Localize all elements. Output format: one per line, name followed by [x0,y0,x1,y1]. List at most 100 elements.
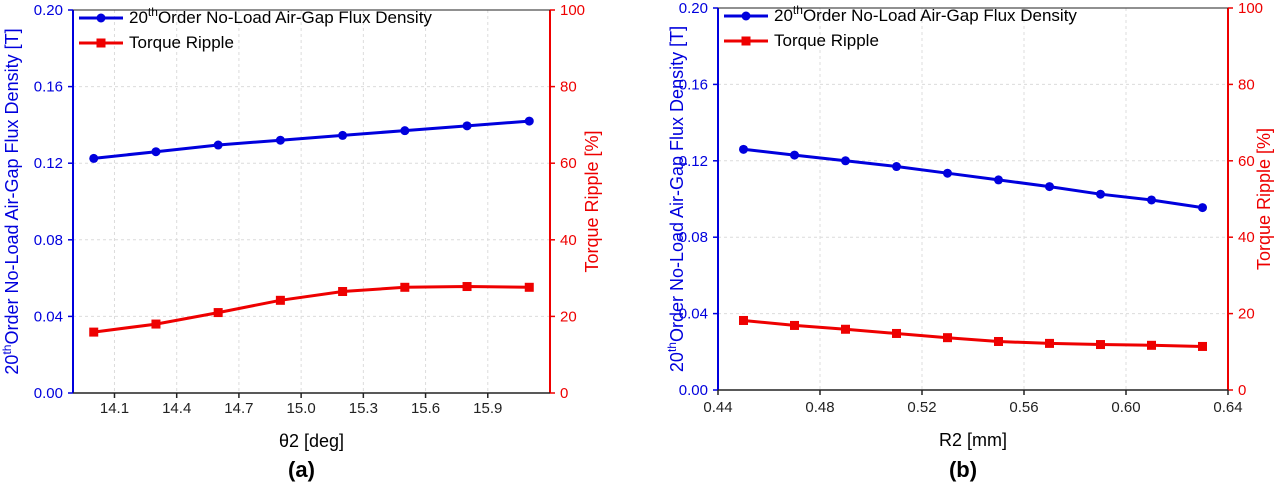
left-axis-title: 20thOrder No-Load Air-Gap Flux Density [… [0,28,22,374]
legend-label-main: Order No-Load Air-Gap Flux Density [158,8,432,27]
legend-marker-circle [741,11,751,21]
left-axis-title-superscript: th [665,342,679,352]
left-axis-title-superscript: th [0,345,14,355]
data-point-torque-ripple [1198,341,1207,351]
left-tick-label: 0.16 [34,79,63,96]
data-point-torque-ripple [524,282,534,292]
legend-label: Torque Ripple [774,31,879,50]
panel-label: (a) [288,457,315,482]
x-tick-label: 15.9 [473,400,502,417]
right-tick-label: 80 [1238,76,1255,93]
left-tick-label: 0.08 [34,232,63,249]
right-tick-label: 80 [560,79,577,96]
data-point-torque-ripple [1147,340,1156,350]
data-point-flux-density [1147,195,1156,205]
right-tick-label: 20 [560,308,577,325]
data-point-flux-density [1198,203,1207,213]
x-tick-label: 0.44 [703,399,732,416]
data-point-torque-ripple [841,324,850,334]
legend-label-superscript: th [148,5,158,19]
data-point-torque-ripple [994,336,1003,346]
right-tick-label: 0 [560,385,568,402]
x-tick-label: 0.48 [805,399,834,416]
x-tick-label: 15.6 [411,400,440,417]
data-point-flux-density [739,144,748,154]
series-line-flux-density [743,147,1203,210]
right-tick-label: 60 [1238,153,1255,170]
left-axis-title-prefix: 20 [667,352,687,372]
data-point-torque-ripple [400,282,410,292]
left-tick-label: 0.04 [34,308,63,325]
x-tick-label: 14.1 [100,400,129,417]
x-tick-label: 14.7 [224,400,253,417]
panel-label: (b) [949,457,977,482]
legend-label-prefix: 20 [129,8,148,27]
right-tick-label: 0 [1238,382,1246,399]
data-point-torque-ripple [213,308,223,318]
chart-panel-a: 0.00 0.04 0.08 0.12 0.16 0.20 0 20 40 60 80 100 14.1… [0,2,602,482]
data-point-torque-ripple [790,320,799,330]
data-point-torque-ripple [739,315,748,325]
right-tick-label: 40 [560,232,577,249]
data-point-torque-ripple [338,287,348,297]
data-point-torque-ripple [275,295,285,305]
x-tick-label: 0.64 [1213,399,1242,416]
data-point-flux-density [524,116,534,126]
left-tick-label: 0.12 [34,155,63,172]
series-line-torque-ripple [93,284,530,334]
series-line-torque-ripple [743,319,1203,348]
left-tick-label: 0.12 [679,153,708,170]
right-tick-label: 20 [1238,306,1255,323]
legend-marker-square [96,38,106,48]
x-tick-label: 0.60 [1111,399,1140,416]
data-point-flux-density [338,130,348,140]
data-point-flux-density [994,175,1003,185]
data-point-flux-density [790,150,799,160]
left-tick-label: 0.04 [679,306,708,323]
data-point-torque-ripple [943,333,952,343]
legend-label: 20thOrder No-Load Air-Gap Flux Density [774,3,1077,25]
chart-panel-b: 0.00 0.04 0.08 0.12 0.16 0.20 0 20 40 60 80 100 0.44… [665,0,1274,482]
legend-marker-circle [96,13,106,23]
left-tick-label: 0.20 [34,2,63,19]
data-point-flux-density [1045,182,1054,192]
left-axis-title-main: Order No-Load Air-Gap Flux Density [T] [667,26,687,342]
legend-marker-square [741,36,751,46]
data-point-flux-density [400,126,410,136]
x-tick-label: 14.4 [162,400,191,417]
left-axis-title-main: Order No-Load Air-Gap Flux Density [T] [2,28,22,344]
right-tick-label: 100 [1238,0,1263,17]
left-tick-label: 0.00 [679,382,708,399]
x-axis-title: θ2 [deg] [279,431,344,451]
data-point-torque-ripple [1096,340,1105,350]
data-point-flux-density [943,168,952,178]
data-point-flux-density [275,135,285,145]
data-point-torque-ripple [89,327,99,337]
left-axis-title-prefix: 20 [2,355,22,375]
data-point-torque-ripple [462,282,472,292]
legend-label-main: Torque Ripple [774,31,879,50]
legend-label: 20thOrder No-Load Air-Gap Flux Density [129,5,432,27]
data-point-flux-density [89,153,99,163]
data-point-torque-ripple [1045,338,1054,348]
right-tick-label: 40 [1238,229,1255,246]
x-tick-label: 0.56 [1009,399,1038,416]
right-tick-label: 100 [560,2,585,19]
left-tick-label: 0.08 [679,229,708,246]
data-point-flux-density [151,147,161,157]
left-tick-label: 0.00 [34,385,63,402]
legend-label-prefix: 20 [774,6,793,25]
right-tick-label: 60 [560,155,577,172]
x-tick-label: 15.3 [349,400,378,417]
data-point-flux-density [1096,189,1105,199]
x-axis-title: R2 [mm] [939,430,1007,450]
right-axis-title: Torque Ripple [%] [582,130,602,272]
left-tick-label: 0.20 [679,0,708,17]
data-point-flux-density [462,121,472,131]
legend-label-main: Order No-Load Air-Gap Flux Density [803,6,1077,25]
data-point-flux-density [892,162,901,172]
data-point-torque-ripple [892,328,901,338]
legend-label-main: Torque Ripple [129,33,234,52]
legend-label: Torque Ripple [129,33,234,52]
